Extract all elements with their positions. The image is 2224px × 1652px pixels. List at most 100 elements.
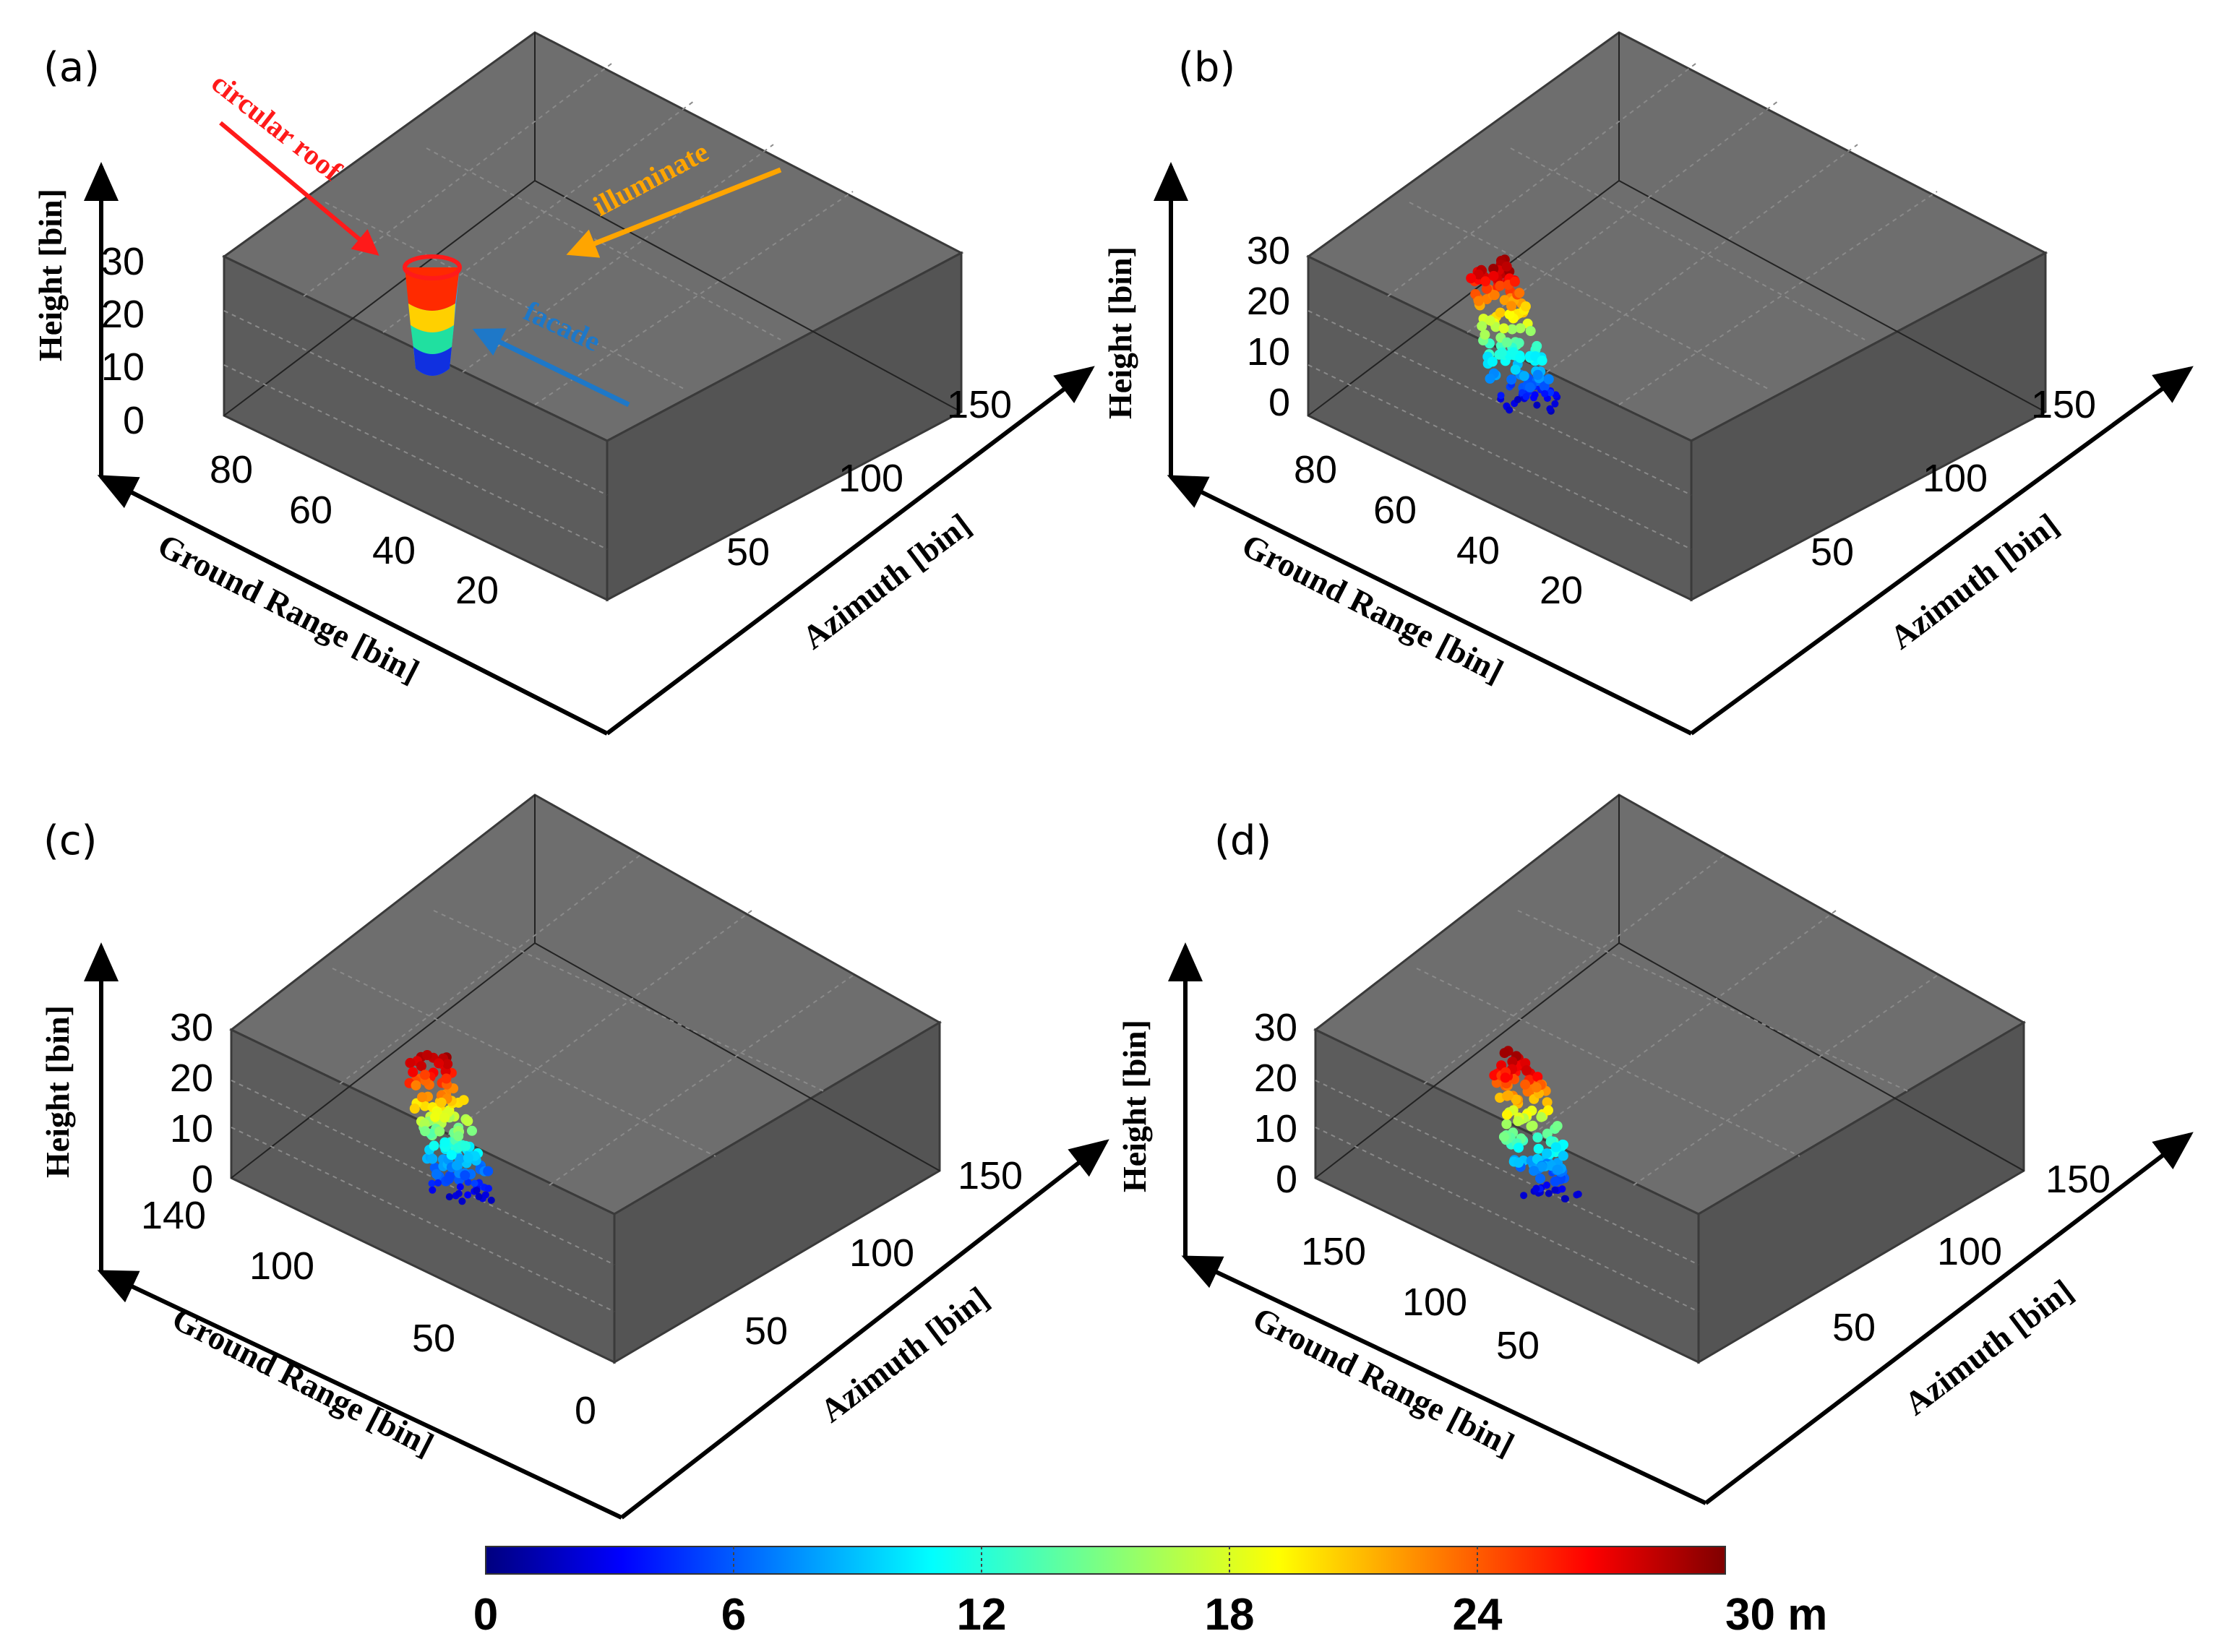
arrow-facade: [472, 328, 630, 408]
azimuth-tick: 50: [1832, 1306, 1876, 1349]
height-axis-label: Height [bin]: [1116, 1020, 1153, 1192]
scatter-point: [1501, 1119, 1512, 1130]
range-tick: 150: [1301, 1230, 1366, 1273]
scatter-point: [458, 1095, 469, 1106]
box-floor-edge: [231, 942, 536, 1179]
scatter-point: [1531, 1082, 1542, 1093]
scatter-point: [1510, 364, 1521, 375]
panel-label-b: (b): [1178, 44, 1235, 91]
scatter-point: [1500, 1072, 1511, 1083]
scatter-point: [1520, 301, 1531, 311]
scatter-point: [1513, 1116, 1524, 1127]
box-floor-edge: [223, 180, 536, 416]
height-tick: 30: [1247, 229, 1290, 272]
scatter-point: [405, 1057, 416, 1068]
scatter-point: [419, 1119, 430, 1130]
range-tick: 40: [372, 529, 416, 572]
scatter-point: [1480, 276, 1491, 287]
scatter-point: [1507, 324, 1518, 335]
range-axis-arrow: [1167, 475, 1693, 736]
scatter-point: [1519, 371, 1529, 382]
height-tick: 10: [101, 345, 145, 389]
range-tick: 50: [1496, 1324, 1540, 1367]
colorbar-tick: 0: [473, 1590, 498, 1640]
range-tick: 60: [1373, 489, 1417, 532]
scatter-point: [1552, 1164, 1563, 1175]
colorbar-tick: 24: [1453, 1590, 1503, 1640]
panel-label-d: (d): [1214, 817, 1271, 864]
azimuth-tick: 100: [1923, 457, 1988, 500]
scatter-point: [1536, 1111, 1547, 1122]
scatter-point: [1537, 1161, 1547, 1172]
panel-d: (d) Height [bin] Ground Rang: [1116, 793, 2194, 1505]
scatter-point: [1514, 396, 1521, 403]
scatter-point: [455, 1189, 463, 1197]
arrow-circular-roof: [219, 121, 379, 256]
scatter-point: [460, 1140, 471, 1151]
scatter-point: [1543, 1105, 1553, 1116]
scatter-point: [408, 1067, 418, 1077]
scatter-point: [1502, 1109, 1512, 1120]
scatter-point: [483, 1166, 494, 1176]
facade-mid: [408, 304, 455, 332]
azimuth-axis-label: Azimuth [bin]: [1897, 1272, 2079, 1422]
scatter-point: [1515, 323, 1526, 334]
azimuth-axis-arrow: [606, 366, 1095, 736]
range-tick: 20: [1540, 569, 1583, 612]
range-tick: 20: [455, 569, 499, 612]
azimuth-tick: 100: [838, 457, 903, 500]
scatter-point: [467, 1125, 477, 1136]
panel-c: (c) Height [bin] Ground Rang: [39, 793, 1109, 1520]
cylinder-model: [403, 254, 462, 376]
scatter-point: [445, 1193, 453, 1201]
scatter-point: [1473, 296, 1484, 306]
height-axis-label: Height [bin]: [32, 189, 69, 361]
azimuth-tick: 100: [1937, 1230, 2002, 1273]
facade-base: [413, 347, 452, 376]
scatter-point: [1542, 1148, 1552, 1159]
scatter-point: [464, 1178, 472, 1186]
azimuth-axis-arrow: [1704, 1132, 2194, 1505]
scatter-point: [1550, 1142, 1561, 1153]
scatter-point: [1509, 276, 1520, 287]
grid-lines: [1315, 852, 1938, 1312]
scatter-point: [434, 1058, 445, 1069]
scatter-point: [416, 1061, 426, 1072]
point-cloud-b: [1466, 254, 1561, 415]
scatter-point: [1526, 1121, 1537, 1132]
range-axis-label: Ground Range [bin]: [1247, 1299, 1520, 1463]
scatter-point: [1504, 309, 1515, 319]
azimuth-tick: 150: [2045, 1158, 2111, 1201]
scatter-point: [463, 1116, 473, 1127]
scatter-point: [1532, 1184, 1540, 1192]
scatter-point: [420, 1070, 430, 1080]
scatter-point: [441, 1073, 452, 1084]
panel-label-a: (a): [43, 44, 100, 91]
scatter-point: [471, 1179, 478, 1187]
scatter-point: [1495, 280, 1506, 291]
box-c: [229, 793, 943, 1364]
roof-ring: [403, 254, 462, 280]
point-cloud-d: [1489, 1046, 1582, 1203]
scatter-point: [1498, 1132, 1509, 1143]
scatter-point: [1522, 392, 1530, 400]
scatter-point: [1546, 405, 1554, 413]
scatter-point: [1525, 326, 1536, 336]
scatter-point: [429, 1140, 439, 1151]
scatter-point: [1529, 1166, 1540, 1176]
scatter-point: [1489, 1070, 1500, 1081]
scatter-point: [432, 1169, 442, 1179]
scatter-point: [1551, 1186, 1559, 1194]
box-floor-edge: [1308, 180, 1620, 416]
range-tick: 100: [249, 1244, 314, 1288]
grid-lines: [223, 61, 854, 550]
panel-b: (b) Height [bin] Gr: [1102, 31, 2194, 736]
scatter-point: [1497, 392, 1505, 400]
scatter-point: [1507, 1057, 1518, 1067]
height-tick: 10: [1247, 330, 1290, 374]
scatter-point: [463, 1153, 473, 1163]
scatter-point: [1514, 288, 1525, 298]
range-tick: 140: [141, 1194, 206, 1237]
scatter-point: [427, 1153, 438, 1164]
